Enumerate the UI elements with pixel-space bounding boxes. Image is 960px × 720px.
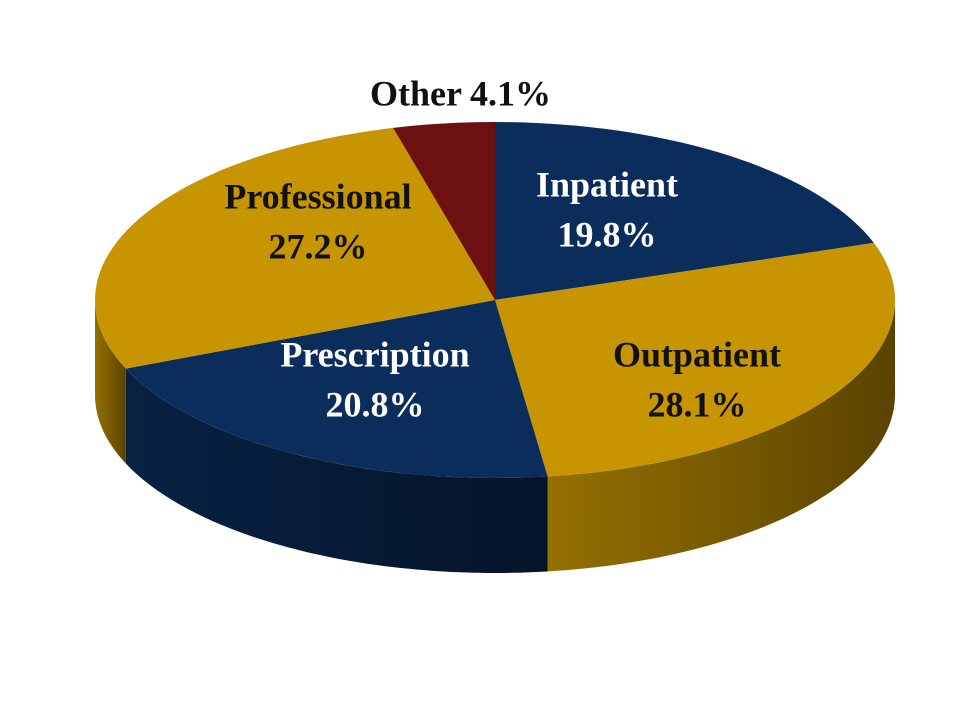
pie-side — [125, 368, 548, 573]
slice-value-label: 19.8% — [558, 214, 657, 254]
pie-slice — [125, 300, 548, 478]
slice-value-label: 20.8% — [326, 384, 425, 424]
slice-value-label: 28.1% — [648, 384, 747, 424]
pie-slice — [495, 242, 895, 477]
pie-slice — [495, 122, 874, 300]
pie-slice — [95, 127, 495, 369]
pie-slice — [393, 122, 495, 300]
slice-label: Prescription — [280, 334, 469, 374]
slice-label: Professional — [224, 176, 411, 216]
slice-value-label: 27.2% — [269, 226, 368, 266]
slice-value-label: 4.1% — [470, 73, 551, 113]
slice-label: Outpatient — [613, 334, 781, 374]
slice-label: Other — [370, 73, 462, 113]
slice-label: Inpatient — [536, 164, 678, 204]
pie-side — [547, 300, 895, 572]
pie-side — [95, 300, 126, 464]
